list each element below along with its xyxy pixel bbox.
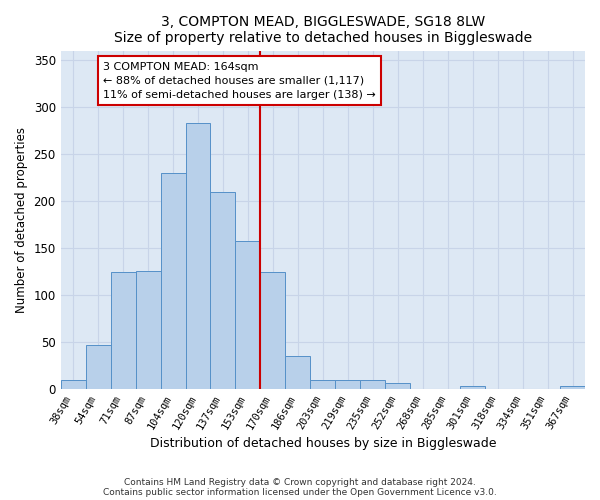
Bar (235, 242, 260, 389)
Y-axis label: Number of detached properties: Number of detached properties (15, 127, 28, 313)
Bar (86, 345, 110, 389)
Bar (61, 380, 86, 389)
Bar (110, 272, 136, 389)
Bar (460, 386, 485, 389)
Text: Contains HM Land Registry data © Crown copyright and database right 2024.
Contai: Contains HM Land Registry data © Crown c… (103, 478, 497, 497)
Bar (185, 123, 211, 389)
Bar (360, 380, 385, 389)
Bar (211, 192, 235, 389)
Bar (161, 173, 185, 389)
Title: 3, COMPTON MEAD, BIGGLESWADE, SG18 8LW
Size of property relative to detached hou: 3, COMPTON MEAD, BIGGLESWADE, SG18 8LW S… (114, 15, 532, 45)
Bar (260, 272, 286, 389)
Bar (560, 386, 585, 389)
Bar (310, 380, 335, 389)
Bar (335, 380, 360, 389)
Bar (286, 356, 310, 389)
Text: 3 COMPTON MEAD: 164sqm
← 88% of detached houses are smaller (1,117)
11% of semi-: 3 COMPTON MEAD: 164sqm ← 88% of detached… (103, 62, 376, 100)
Bar (385, 382, 410, 389)
X-axis label: Distribution of detached houses by size in Biggleswade: Distribution of detached houses by size … (149, 437, 496, 450)
Bar (136, 270, 161, 389)
